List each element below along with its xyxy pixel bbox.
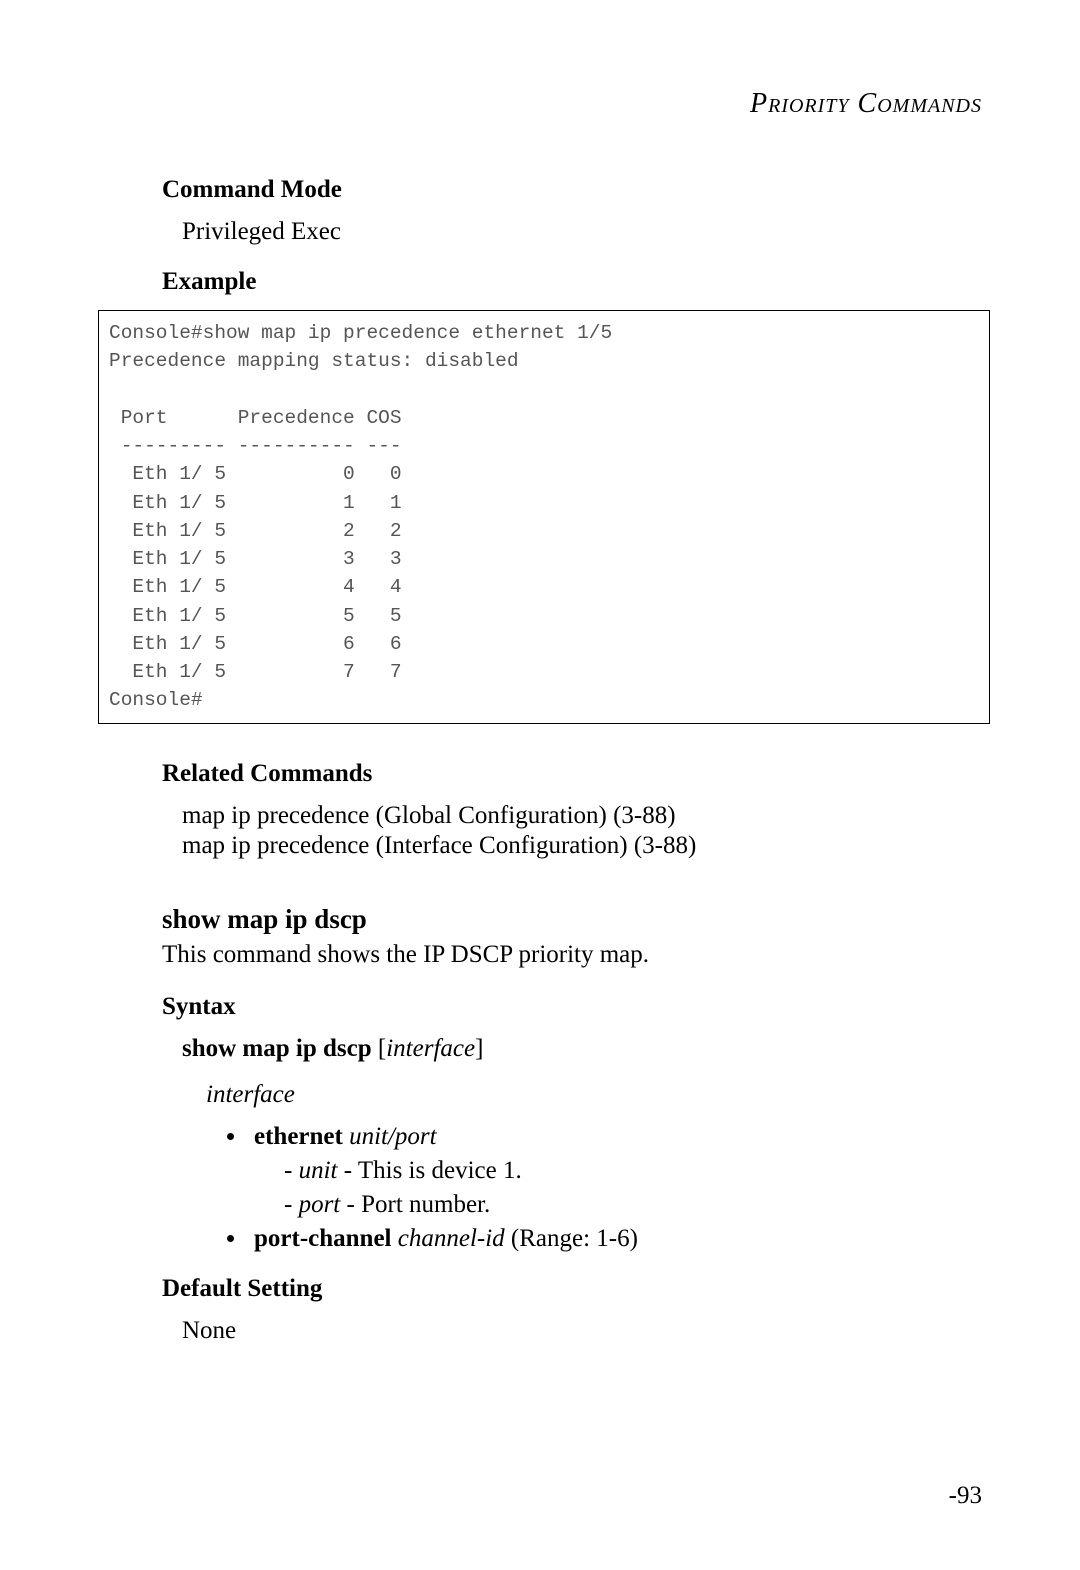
syntax-pc-bold: port-channel	[254, 1225, 392, 1252]
syntax-pc-rest: (Range: 1-6)	[505, 1225, 638, 1252]
syntax-port-item: port - Port number.	[284, 1191, 990, 1219]
related-command-line: map ip precedence (Global Configuration)…	[182, 802, 990, 830]
section-heading-related-commands: Related Commands	[162, 760, 990, 788]
syntax-bracket-close: ]	[475, 1035, 483, 1062]
syntax-unit-rest: - This is device 1.	[337, 1157, 521, 1184]
syntax-bullet-port-channel: port-channel channel-id (Range: 1-6)	[248, 1225, 990, 1253]
section-heading-default-setting: Default Setting	[162, 1275, 990, 1303]
syntax-line: show map ip dscp [interface]	[182, 1035, 990, 1063]
document-page: Priority Commands Command Mode Privilege…	[0, 0, 1080, 1570]
syntax-pc-italic: channel-id	[392, 1225, 505, 1252]
syntax-unit-italic: unit	[299, 1157, 338, 1184]
page-header-title: Priority Commands	[98, 88, 990, 120]
syntax-unit-item: unit - This is device 1.	[284, 1157, 990, 1185]
syntax-ethernet-italic: unit/port	[343, 1123, 437, 1150]
syntax-param-italic: interface	[386, 1035, 475, 1062]
section-heading-example: Example	[162, 268, 990, 296]
syntax-bullet-ethernet: ethernet unit/port unit - This is device…	[248, 1123, 990, 1219]
syntax-port-italic: port	[299, 1191, 341, 1218]
syntax-ethernet-bold: ethernet	[254, 1123, 343, 1150]
syntax-command-bold: show map ip dscp	[182, 1035, 372, 1062]
syntax-ethernet-sublist: unit - This is device 1. port - Port num…	[284, 1157, 990, 1219]
syntax-bracket-open: [	[372, 1035, 387, 1062]
example-code-block: Console#show map ip precedence ethernet …	[98, 310, 990, 724]
default-setting-body: None	[182, 1317, 990, 1345]
syntax-param-name: interface	[206, 1081, 990, 1109]
command-description: This command shows the IP DSCP priority …	[162, 941, 990, 969]
page-number: -93	[949, 1482, 982, 1510]
syntax-port-rest: - Port number.	[340, 1191, 490, 1218]
section-heading-syntax: Syntax	[162, 993, 990, 1021]
section-heading-command-mode: Command Mode	[162, 176, 990, 204]
command-title: show map ip dscp	[162, 904, 990, 935]
related-command-line: map ip precedence (Interface Configurati…	[182, 832, 990, 860]
command-mode-body: Privileged Exec	[182, 218, 990, 246]
syntax-bullet-list: ethernet unit/port unit - This is device…	[248, 1123, 990, 1253]
